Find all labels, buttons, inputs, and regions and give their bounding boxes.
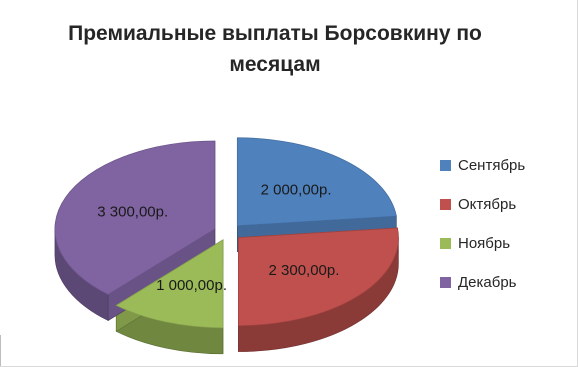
legend-label: Ноябрь (458, 235, 511, 252)
pie-labels: 2 000,00р. 2 300,00р. 1 000,00р. 3 300,00р. (97, 182, 339, 294)
legend-label: Октябрь (458, 196, 517, 213)
legend-label: Сентябрь (458, 157, 526, 174)
pie-tops (54, 137, 399, 329)
legend-item-сентябрь: Сентябрь (440, 156, 572, 175)
chart-title: Премиальные выплаты Борсовкину по месяца… (68, 22, 482, 76)
data-label-октябрь: 2 300,00р. (269, 262, 340, 279)
legend-item-декабрь: Декабрь (440, 273, 572, 292)
data-label-ноябрь: 1 000,00р. (156, 277, 227, 294)
legend-item-октябрь: Октябрь (440, 195, 572, 214)
slice-октябрь (238, 227, 399, 327)
slice-сентябрь (236, 137, 397, 227)
legend: Сентябрь Октябрь Ноябрь Декабрь (440, 156, 572, 312)
legend-item-ноябрь: Ноябрь (440, 234, 572, 253)
data-label-декабрь: 3 300,00р. (97, 204, 168, 221)
slice-ноябрь (115, 239, 224, 329)
slice-декабрь (54, 140, 216, 295)
legend-swatch (440, 277, 451, 288)
data-label-сентябрь: 2 000,00р. (261, 182, 332, 199)
frame-edge (0, 335, 1, 366)
legend-swatch (440, 160, 451, 171)
legend-label: Декабрь (458, 274, 517, 291)
legend-swatch (440, 199, 451, 210)
legend-swatch (440, 238, 451, 249)
